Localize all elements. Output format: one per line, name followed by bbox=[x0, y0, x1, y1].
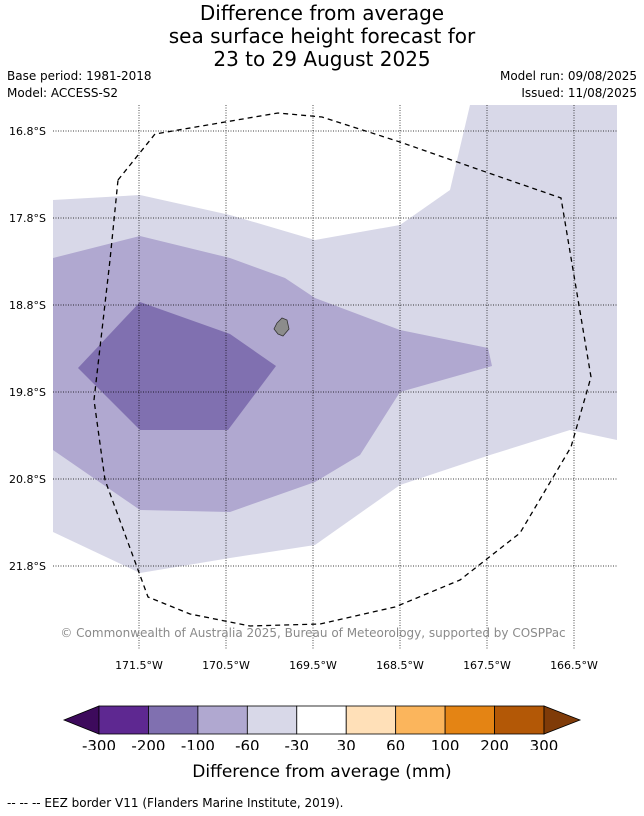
colorbar-tick-label: 30 bbox=[337, 737, 356, 750]
colorbar-tick-label: 60 bbox=[386, 737, 405, 750]
title-line-2: sea surface height forecast for bbox=[168, 24, 476, 48]
lat-label: 17.8°S bbox=[9, 212, 46, 225]
title-line-1: Difference from average bbox=[199, 1, 445, 25]
colorbar-cell bbox=[246, 705, 298, 735]
lon-label: 170.5°W bbox=[202, 659, 250, 672]
colorbar-tick-label: -100 bbox=[181, 737, 215, 750]
lon-label: 171.5°W bbox=[115, 659, 163, 672]
colorbar-tick-label: -30 bbox=[285, 737, 310, 750]
island-shape bbox=[273, 317, 290, 337]
lon-label: 169.5°W bbox=[289, 659, 337, 672]
anomaly-band-neg200-neg100 bbox=[78, 302, 276, 430]
colorbar-extend-low bbox=[62, 705, 100, 735]
lat-label: 21.8°S bbox=[9, 560, 46, 573]
copyright-notice: © Commonwealth of Australia 2025, Bureau… bbox=[60, 626, 565, 640]
colorbar-cell bbox=[148, 705, 199, 735]
colorbar-tick-label: -300 bbox=[82, 737, 116, 750]
base-period: Base period: 1981-2018 bbox=[7, 69, 152, 83]
lon-label: 167.5°W bbox=[463, 659, 511, 672]
colorbar-tick-label: 300 bbox=[530, 737, 559, 750]
colorbar-cell bbox=[444, 705, 495, 735]
eez-legend-note: -- -- -- EEZ border V11 (Flanders Marine… bbox=[7, 796, 344, 810]
colorbar-tick-label: -200 bbox=[131, 737, 165, 750]
colorbar-tick-label: 200 bbox=[480, 737, 509, 750]
colorbar-cell bbox=[395, 705, 446, 735]
lat-label: 19.8°S bbox=[9, 386, 46, 399]
lon-label: 166.5°W bbox=[550, 659, 598, 672]
colorbar-cell bbox=[296, 705, 347, 735]
colorbar-cell bbox=[494, 705, 545, 735]
colorbar-cell bbox=[345, 705, 397, 735]
map-panel: 16.8°S 17.8°S 18.8°S 19.8°S 20.8°S 21.8°… bbox=[9, 105, 617, 672]
lat-label: 16.8°S bbox=[9, 125, 46, 138]
colorbar-tick-label: 100 bbox=[431, 737, 460, 750]
issued-date: Issued: 11/08/2025 bbox=[521, 86, 637, 100]
map-svg: 16.8°S 17.8°S 18.8°S 19.8°S 20.8°S 21.8°… bbox=[9, 105, 617, 672]
colorbar-label: Difference from average (mm) bbox=[192, 762, 452, 782]
model-run: Model run: 09/08/2025 bbox=[499, 69, 637, 83]
colorbar-cell bbox=[197, 705, 248, 735]
lat-label: 20.8°S bbox=[9, 473, 46, 486]
lon-label: 168.5°W bbox=[376, 659, 424, 672]
gridlines bbox=[53, 105, 617, 650]
model-name: Model: ACCESS-S2 bbox=[7, 86, 119, 100]
eez-border bbox=[93, 112, 592, 627]
colorbar-tick-label: -60 bbox=[235, 737, 260, 750]
colorbar: -300 -200 -100 -60 -30 30 60 100 200 300 bbox=[62, 705, 582, 750]
lat-label: 18.8°S bbox=[9, 299, 46, 312]
anomaly-band-neg100-neg60 bbox=[53, 236, 492, 512]
colorbar-extend-high bbox=[543, 705, 582, 735]
title-line-3: 23 to 29 August 2025 bbox=[213, 47, 431, 71]
colorbar-cell bbox=[98, 705, 149, 735]
